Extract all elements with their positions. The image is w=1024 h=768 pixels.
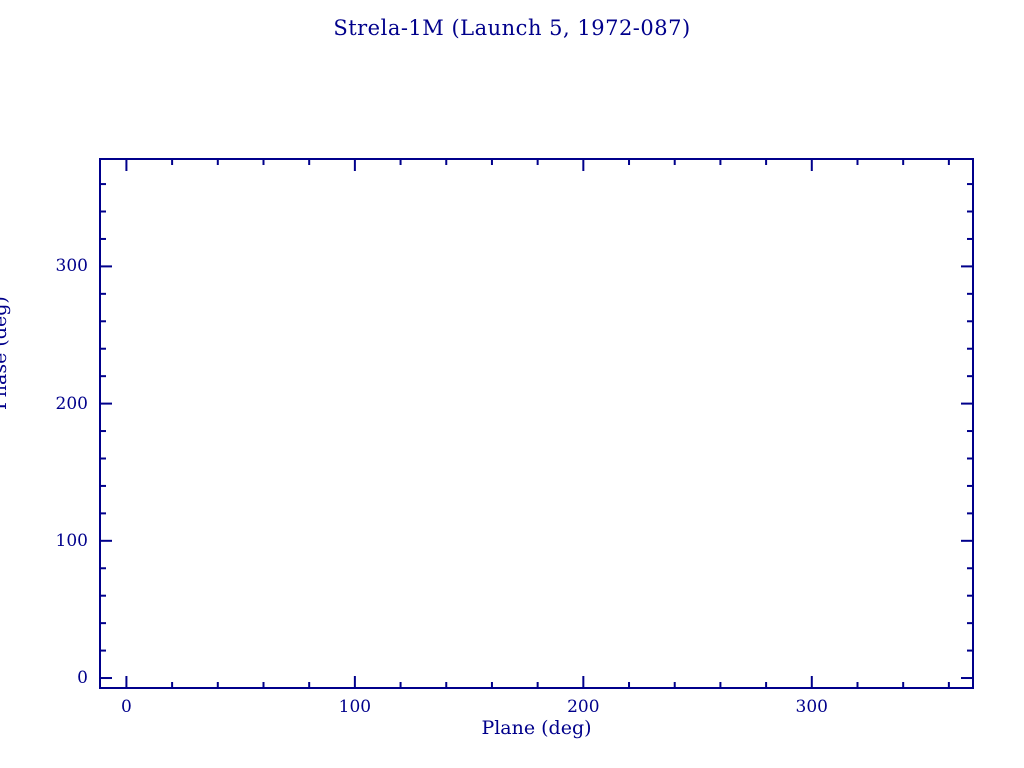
x-tick-label: 0 — [120, 697, 132, 717]
plot-area-frame — [99, 158, 974, 689]
y-tick-label: 100 — [55, 530, 88, 551]
y-axis-title-text: Phase (deg) — [0, 296, 11, 410]
y-tick-label: 300 — [55, 256, 88, 277]
y-tick-label: 0 — [77, 668, 88, 689]
x-axis-title: Plane (deg) — [481, 717, 592, 739]
x-tick-label: 200 — [567, 697, 600, 717]
chart-title: Strela-1M (Launch 5, 1972-087) — [333, 16, 691, 40]
x-tick-label: 100 — [338, 697, 372, 717]
y-tick-label: 200 — [55, 393, 88, 414]
x-tick-label: 300 — [795, 697, 829, 717]
